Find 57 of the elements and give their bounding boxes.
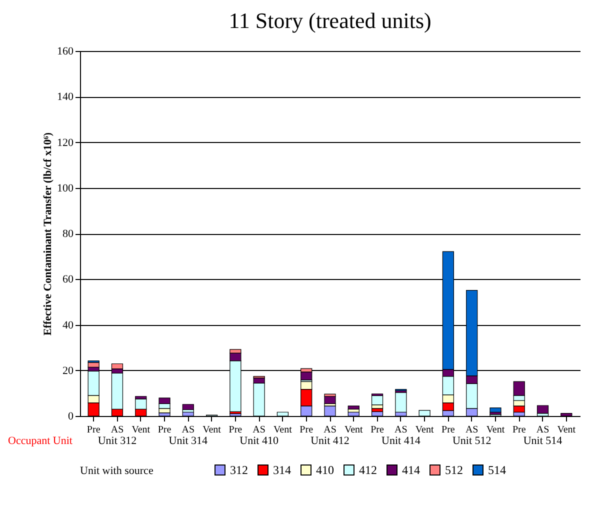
- x-tick-label: Vent: [344, 424, 364, 436]
- x-tick-label: Vent: [557, 424, 576, 436]
- y-tick-label: 80: [62, 228, 74, 240]
- x-tick-label: Vent: [202, 424, 222, 436]
- legend-label: 412: [359, 463, 377, 477]
- x-tick-label: Vent: [132, 424, 150, 436]
- x-tick-label: Pre: [86, 424, 101, 436]
- y-tick-label: 120: [57, 136, 74, 149]
- legend-label: 312: [230, 463, 248, 477]
- text: Occupant Unit: [8, 435, 72, 447]
- y-tick-label: 160: [57, 46, 74, 58]
- y-tick-label: 20: [62, 364, 74, 377]
- y-tick-label: 100: [57, 182, 74, 194]
- x-tick-label: Vent: [415, 424, 434, 436]
- x-tick-label: Pre: [300, 424, 314, 436]
- x-tick-label: Pre: [158, 424, 172, 436]
- x-tick-label: AS: [394, 424, 408, 436]
- y-tick-label: 0: [68, 410, 74, 422]
- bar: [111, 363, 124, 370]
- text: Unit 414: [382, 435, 421, 447]
- bar: [490, 407, 502, 412]
- legend-label: 514: [488, 463, 506, 477]
- text: Unit 410: [240, 435, 279, 447]
- bar: [395, 392, 407, 412]
- y-tick-label: 40: [62, 319, 74, 332]
- bar: [348, 406, 360, 410]
- y-tick-label: 60: [62, 274, 74, 286]
- bar: [371, 395, 384, 406]
- y-axis-title: Effective Contaminant Transfer (lb/cf x10⁶): [42, 132, 54, 336]
- x-tick-label: Pre: [512, 424, 526, 436]
- x-tick-label: AS: [252, 424, 266, 436]
- text: Unit 514: [523, 435, 563, 447]
- legend-label: 414: [402, 463, 420, 477]
- y-tick-label: 140: [57, 91, 74, 104]
- text: Unit 314: [168, 435, 208, 447]
- x-tick-label: Pre: [370, 424, 384, 436]
- x-tick-label: Pre: [228, 424, 243, 436]
- text: Unit 512: [452, 435, 492, 447]
- legend-label: 314: [273, 463, 291, 477]
- bar: [182, 404, 194, 410]
- x-tick-label: AS: [182, 424, 195, 436]
- x-tick-label: Pre: [442, 424, 456, 436]
- bar: [88, 362, 100, 368]
- chart-title: 11 Story (treated units): [228, 8, 432, 33]
- x-tick-label: AS: [324, 424, 336, 436]
- x-tick-label: AS: [465, 424, 478, 436]
- x-tick-label: Vent: [274, 424, 292, 436]
- legend-title: Unit with source: [80, 465, 154, 477]
- text: Unit 412: [310, 435, 350, 447]
- legend-label: 410: [316, 463, 334, 477]
- x-tick-label: AS: [110, 424, 124, 436]
- text: Unit 312: [98, 435, 137, 447]
- bar: [536, 405, 549, 414]
- x-tick-label: AS: [536, 424, 550, 436]
- legend-label: 512: [445, 463, 463, 477]
- x-tick-label: Vent: [486, 424, 505, 436]
- bar: [324, 396, 336, 404]
